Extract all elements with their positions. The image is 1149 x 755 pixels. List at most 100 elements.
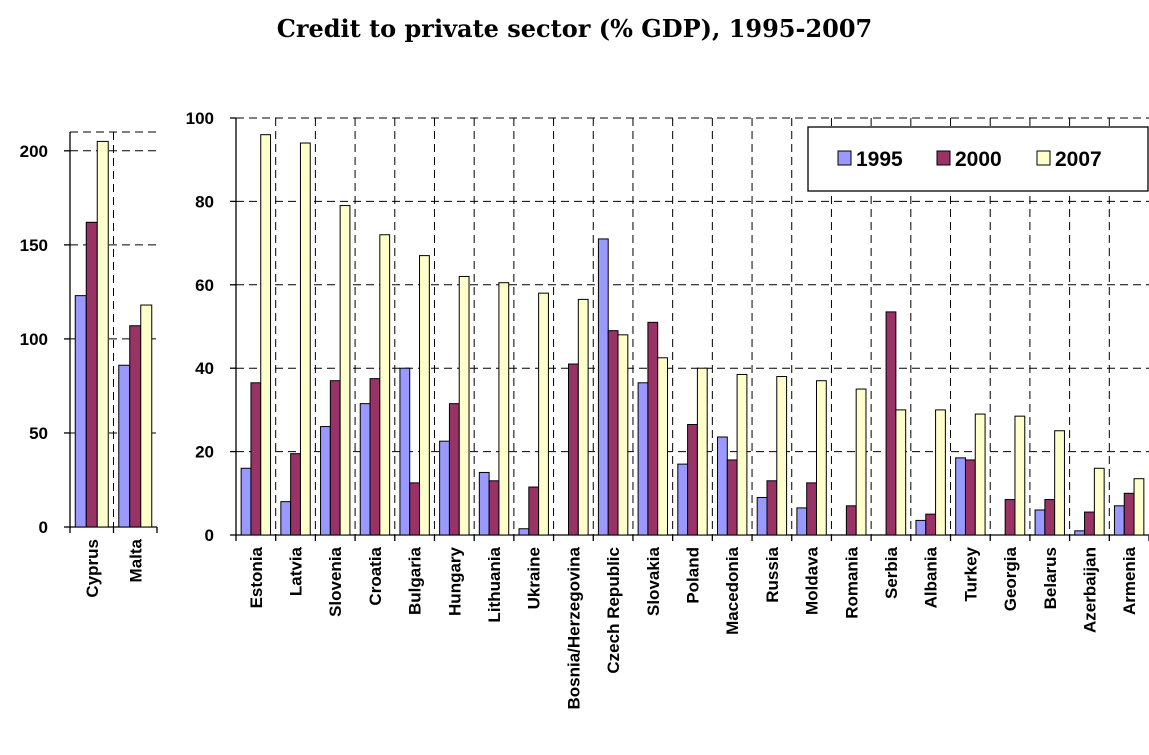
chart2-bar-estonia-1995 [240,467,252,536]
chart2-bar-ukraine-2007 [538,292,549,536]
chart2-bar-moldava-2007 [815,380,827,536]
chart2-y-tick-label: 40 [195,359,214,378]
chart2-category-label-latvia: Latvia [287,546,306,596]
chart2-bar-belarus-2007 [1054,430,1065,536]
chart2-category-label-belarus: Belarus [1041,547,1060,609]
chart2-category-label-romania: Romania [842,546,861,618]
chart2-bar-russia-2007 [776,376,788,536]
chart2-category-label-hungary: Hungary [445,546,464,616]
chart2-y-tick-label: 60 [195,276,214,295]
chart2-y-tick-label: 80 [195,192,214,211]
chart2-category-label-poland: Poland [684,547,703,604]
chart2-bar-hungary-1995 [439,440,450,536]
chart2-bar-georgia-2000 [1004,499,1016,536]
chart1-y-tick-label: 0 [39,518,48,537]
chart2-y-tick-label: 0 [205,526,214,545]
chart1-y-tick-label: 100 [20,330,48,349]
chart1-y-tick-label: 150 [20,236,48,255]
chart2-bar-lithuania-2000 [488,480,500,536]
chart2-category-label-ukraine: Ukraine [525,547,544,609]
chart2-category-label-macedonia: Macedonia [723,546,742,634]
chart2-bar-czech-republic-1995 [597,238,609,536]
chart1-category-label-malta: Malta [126,538,145,582]
chart2-bar-macedonia-2000 [726,459,738,536]
chart2-bar-belarus-2000 [1044,499,1056,536]
chart2-bar-albania-2000 [925,513,937,536]
legend-box [807,126,1149,192]
chart2-category-label-armenia: Armenia [1120,546,1139,615]
chart2-category-label-albania: Albania [922,546,941,608]
chart1-bar-cyprus-2007 [96,140,109,528]
legend-label-2007: 2007 [1055,148,1102,171]
chart2-bar-russia-2000 [766,480,778,536]
legend-swatch-2000 [936,150,951,166]
chart1-y-tick-label: 200 [20,142,48,161]
chart2-category-label-lithuania: Lithuania [485,546,504,622]
chart2-category-label-moldava: Moldava [803,546,822,615]
chart2-bar-hungary-2000 [448,403,460,536]
chart2-bar-latvia-2007 [299,142,311,536]
chart2-bar-macedonia-2007 [736,373,748,536]
legend-label-2000: 2000 [955,148,1002,171]
chart2-bar-latvia-2000 [290,453,301,536]
legend-swatch-1995 [837,150,852,166]
chart2-bar-azerbaijan-1995 [1074,530,1086,536]
chart2-bar-ukraine-2000 [528,486,540,536]
chart2-bar-macedonia-1995 [716,436,728,536]
legend-label-1995: 1995 [856,148,903,171]
chart2-category-label-slovakia: Slovakia [644,546,663,616]
chart2-category-label-serbia: Serbia [882,546,901,599]
chart2-bar-turkey-1995 [955,457,966,536]
chart2-category-label-estonia: Estonia [247,546,266,608]
chart2-bar-moldava-1995 [796,507,808,536]
chart1-category-label-cyprus: Cyprus [83,539,102,598]
chart2-bar-poland-1995 [677,463,689,536]
chart2-bar-moldava-2000 [806,482,817,536]
chart2-bar-romania-2007 [855,388,867,536]
chart2-category-label-turkey: Turkey [961,546,980,601]
chart2-bar-armenia-2000 [1123,492,1135,536]
chart2-bar-serbia-2000 [885,311,897,536]
chart2-bar-estonia-2007 [260,134,272,536]
chart2-category-label-azerbaijan: Azerbaijan [1080,547,1099,633]
chart2-bar-bosnia-herzegovina-2000 [568,363,579,536]
chart2-bar-croatia-2000 [369,378,381,536]
chart2-bar-ukraine-1995 [518,528,530,536]
chart2-bar-bulgaria-2000 [409,482,421,536]
chart2-bar-slovakia-1995 [637,382,649,536]
chart2-category-label-croatia: Croatia [366,546,385,605]
chart2-bar-belarus-1995 [1034,509,1046,536]
chart2-bar-bulgaria-2007 [419,255,430,536]
chart2-y-tick-label: 100 [186,109,214,128]
legend-swatch-2007 [1036,150,1051,166]
chart1-bar-malta-1995 [118,364,131,528]
chart2-bar-turkey-2000 [964,459,976,536]
chart2-bar-slovakia-2000 [647,321,659,536]
chart2-bar-estonia-2000 [250,382,262,536]
chart2-category-label-russia: Russia [763,546,782,602]
chart2-bar-hungary-2007 [458,275,470,536]
chart2-category-label-georgia: Georgia [1001,546,1020,611]
chart-title: Credit to private sector (% GDP), 1995-2… [276,14,873,43]
chart2-bar-slovakia-2007 [657,357,669,536]
chart2-category-label-slovenia: Slovenia [326,546,345,616]
chart1-bar-malta-2007 [140,304,153,528]
chart2-bar-bosnia-herzegovina-2007 [577,298,589,536]
chart2-bar-poland-2007 [696,367,708,536]
chart1-bar-cyprus-1995 [74,295,87,528]
chart2-bar-azerbaijan-2007 [1093,467,1105,536]
chart2-bar-croatia-2007 [379,234,391,536]
chart2-bar-czech-republic-2007 [617,334,629,536]
chart2-bar-croatia-1995 [359,403,371,536]
chart2-bar-armenia-2007 [1133,478,1145,536]
chart2-y-tick-label: 20 [195,443,214,462]
chart1-y-tick-label: 50 [29,424,48,443]
chart2-bar-lithuania-2007 [498,282,510,536]
chart2-bar-serbia-2007 [895,409,907,536]
chart2-bar-latvia-1995 [280,501,292,536]
chart2-bar-azerbaijan-2000 [1084,511,1095,536]
chart2-bar-slovenia-2007 [339,205,351,536]
chart2-bar-albania-1995 [915,519,927,536]
chart2-bar-romania-2000 [845,505,857,536]
